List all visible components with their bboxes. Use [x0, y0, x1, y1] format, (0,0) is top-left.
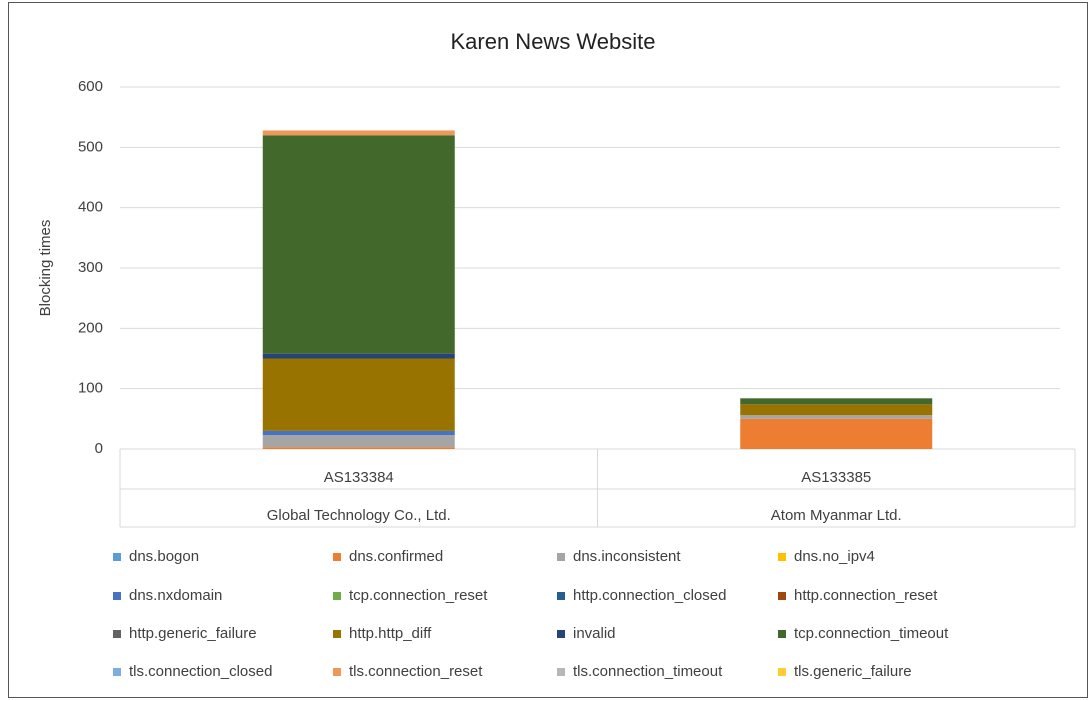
- legend-swatch: [557, 592, 565, 600]
- legend-label: dns.confirmed: [349, 548, 443, 565]
- bar-segment: [740, 404, 933, 416]
- bar-segment: [262, 130, 455, 136]
- legend-label: tls.connection_closed: [129, 663, 272, 680]
- legend-label: http.generic_failure: [129, 625, 257, 642]
- legend-swatch: [333, 668, 341, 676]
- legend-label: dns.bogon: [129, 548, 199, 565]
- x-tick-label: AS133384: [324, 469, 394, 486]
- legend-swatch: [557, 553, 565, 561]
- chart-title: Karen News Website: [450, 29, 655, 54]
- legend-label: tls.generic_failure: [794, 663, 912, 680]
- legend-swatch: [557, 630, 565, 638]
- y-tick-label: 500: [78, 138, 103, 155]
- x-group-label: Global Technology Co., Ltd.: [267, 507, 451, 524]
- legend-label: http.http_diff: [349, 625, 432, 642]
- legend-label: tls.connection_timeout: [573, 663, 723, 680]
- legend-label: dns.no_ipv4: [794, 548, 875, 565]
- legend-swatch: [778, 668, 786, 676]
- legend-label: tls.connection_reset: [349, 663, 483, 680]
- y-tick-label: 600: [78, 78, 103, 95]
- bar-segment: [262, 435, 455, 448]
- legend-label: tcp.connection_timeout: [794, 625, 949, 642]
- legend-swatch: [778, 630, 786, 638]
- bar-segment: [740, 418, 933, 449]
- x-group-label: Atom Myanmar Ltd.: [771, 507, 902, 524]
- bar-segment: [262, 447, 455, 449]
- legend-swatch: [113, 592, 121, 600]
- legend-swatch: [333, 553, 341, 561]
- legend-swatch: [557, 668, 565, 676]
- legend-swatch: [113, 553, 121, 561]
- x-tick-label: AS133385: [801, 469, 871, 486]
- bar-segment: [262, 358, 455, 431]
- legend-swatch: [113, 668, 121, 676]
- legend-swatch: [333, 592, 341, 600]
- legend-label: dns.inconsistent: [573, 548, 681, 565]
- bar-segment: [262, 430, 455, 436]
- bar-segment: [262, 353, 455, 359]
- legend-label: tcp.connection_reset: [349, 587, 488, 604]
- bar-segment: [740, 398, 933, 405]
- bar-segment: [740, 415, 933, 419]
- legend-label: invalid: [573, 625, 616, 642]
- legend-label: dns.nxdomain: [129, 587, 222, 604]
- bar-segment: [262, 135, 455, 354]
- y-tick-label: 0: [95, 440, 103, 457]
- legend-swatch: [113, 630, 121, 638]
- chart-border: [8, 2, 1088, 698]
- y-tick-label: 100: [78, 380, 103, 397]
- y-tick-label: 400: [78, 199, 103, 216]
- y-axis-label: Blocking times: [37, 220, 54, 317]
- legend-label: http.connection_closed: [573, 587, 726, 604]
- y-tick-label: 300: [78, 259, 103, 276]
- legend-swatch: [778, 553, 786, 561]
- legend-swatch: [333, 630, 341, 638]
- legend-label: http.connection_reset: [794, 587, 938, 604]
- legend-swatch: [778, 592, 786, 600]
- y-tick-label: 200: [78, 319, 103, 336]
